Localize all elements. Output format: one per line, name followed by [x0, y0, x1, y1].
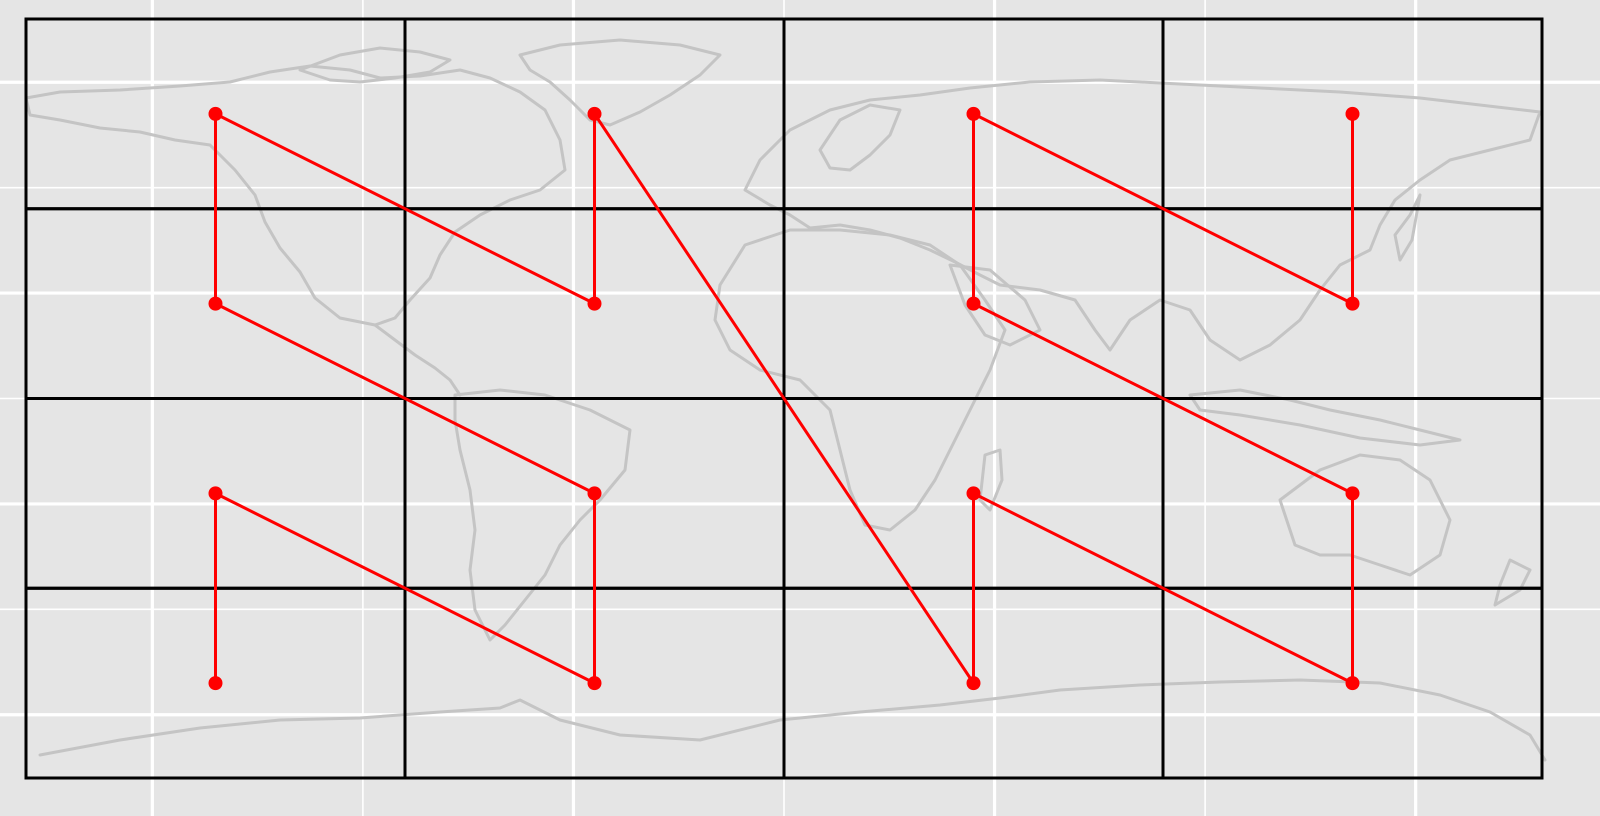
- route-line: [214, 113, 596, 685]
- japan-outline: [1393, 193, 1422, 262]
- africa-outline: [713, 228, 1007, 532]
- landmasses: [24, 38, 1547, 762]
- route-point: [966, 296, 981, 311]
- north-america-outline: [24, 64, 567, 327]
- route-point: [208, 296, 223, 311]
- madagascar-outline: [978, 448, 1004, 512]
- eurasia-outline: [743, 78, 1542, 362]
- route-point: [587, 296, 602, 311]
- route-point: [587, 486, 602, 501]
- greenland-outline: [518, 38, 722, 127]
- route-point: [587, 106, 602, 121]
- route-point: [208, 106, 223, 121]
- route-point: [966, 676, 981, 691]
- arabia-outline: [948, 263, 1042, 347]
- route-points: [208, 106, 1360, 691]
- antarctica-outline: [38, 678, 1547, 762]
- route-point: [587, 676, 602, 691]
- route-point: [966, 106, 981, 121]
- new-zealand-outline: [1493, 558, 1532, 607]
- canadian-arctic-islands: [298, 46, 452, 84]
- route-point: [966, 486, 981, 501]
- route-point: [208, 676, 223, 691]
- route-point: [208, 486, 223, 501]
- scandinavia-outline: [818, 103, 902, 172]
- route-point: [1345, 106, 1360, 121]
- australia-outline: [1278, 453, 1452, 577]
- route-point: [1345, 486, 1360, 501]
- route-point: [1345, 296, 1360, 311]
- central-america-outline: [373, 323, 462, 397]
- route-point: [1345, 676, 1360, 691]
